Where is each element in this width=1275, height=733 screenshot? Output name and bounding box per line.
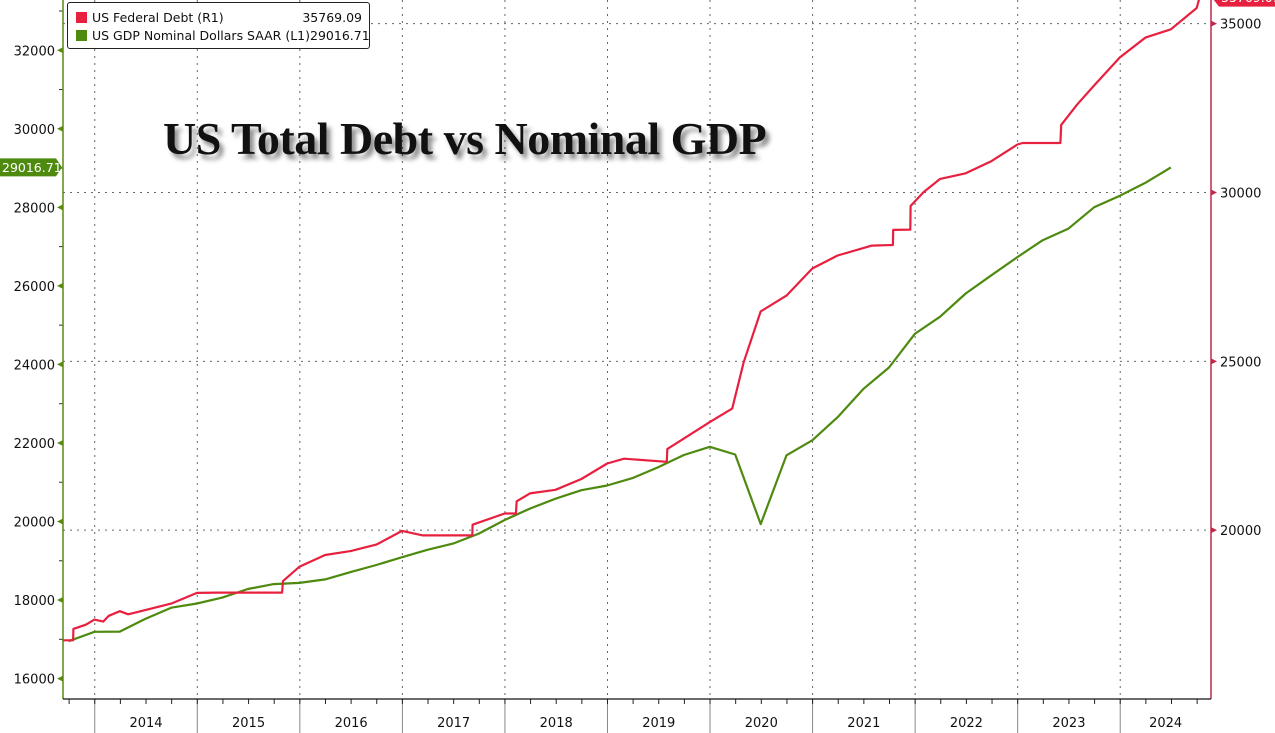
series-line-gdp xyxy=(68,166,1172,643)
x-tick-label: 2023 xyxy=(1052,716,1085,731)
right-last-value-badge xyxy=(1213,0,1275,7)
left-tick-arrow-icon xyxy=(57,597,63,604)
x-tick-label: 2019 xyxy=(642,716,675,731)
x-tick-label: 2015 xyxy=(232,716,265,731)
x-tick-label: 2017 xyxy=(437,716,470,731)
left-tick-arrow-icon xyxy=(57,204,63,211)
legend-swatch-gdp xyxy=(76,29,87,41)
right-tick-arrow-icon xyxy=(1211,358,1217,365)
x-tick-label: 2024 xyxy=(1149,716,1182,731)
left-tick-label: 26000 xyxy=(14,280,55,295)
left-tick-label: 16000 xyxy=(14,673,55,688)
legend-swatch-debt xyxy=(76,11,87,23)
left-tick-label: 32000 xyxy=(14,44,55,59)
left-tick-label: 24000 xyxy=(14,358,55,373)
right-tick-arrow-icon xyxy=(1211,20,1217,27)
x-tick-label: 2014 xyxy=(129,716,162,731)
left-tick-label: 20000 xyxy=(14,516,55,531)
right-tick-label: 35000 xyxy=(1220,18,1261,33)
x-tick-label: 2018 xyxy=(540,716,573,731)
legend-label-debt: US Federal Debt (R1) xyxy=(92,9,224,25)
left-tick-arrow-icon xyxy=(57,439,63,446)
left-tick-arrow-icon xyxy=(57,282,63,289)
legend-value-gdp: 29016.71 xyxy=(310,27,370,43)
left-last-value-text: 29016.71 xyxy=(2,160,62,175)
right-last-value-text: 35769.09 xyxy=(1221,0,1275,5)
x-tick-label: 2021 xyxy=(847,716,880,731)
right-tick-label: 20000 xyxy=(1220,524,1261,539)
legend: US Federal Debt (R1) 35769.09 US GDP Nom… xyxy=(67,2,370,49)
left-tick-label: 22000 xyxy=(14,437,55,452)
right-tick-arrow-icon xyxy=(1211,189,1217,196)
left-tick-arrow-icon xyxy=(57,675,63,682)
legend-entry-debt: US Federal Debt (R1) 35769.09 xyxy=(76,9,362,25)
series-line-debt xyxy=(63,0,1201,642)
left-tick-arrow-icon xyxy=(57,47,63,54)
left-tick-label: 30000 xyxy=(14,123,55,138)
x-tick-label: 2022 xyxy=(950,716,983,731)
right-tick-arrow-icon xyxy=(1211,527,1217,534)
left-tick-label: 28000 xyxy=(14,201,55,216)
legend-value-debt: 35769.09 xyxy=(302,9,362,25)
left-tick-arrow-icon xyxy=(57,518,63,525)
legend-label-gdp: US GDP Nominal Dollars SAAR (L1) xyxy=(92,27,311,43)
left-tick-arrow-icon xyxy=(57,361,63,368)
chart-title: US Total Debt vs Nominal GDP xyxy=(163,113,767,164)
legend-entry-gdp: US GDP Nominal Dollars SAAR (L1) 29016.7… xyxy=(76,27,370,43)
left-tick-label: 18000 xyxy=(14,594,55,609)
x-tick-label: 2016 xyxy=(335,716,368,731)
right-tick-label: 25000 xyxy=(1220,355,1261,370)
left-tick-arrow-icon xyxy=(57,125,63,132)
left-last-value-badge xyxy=(0,158,62,177)
x-tick-label: 2020 xyxy=(745,716,778,731)
right-tick-label: 30000 xyxy=(1220,186,1261,201)
